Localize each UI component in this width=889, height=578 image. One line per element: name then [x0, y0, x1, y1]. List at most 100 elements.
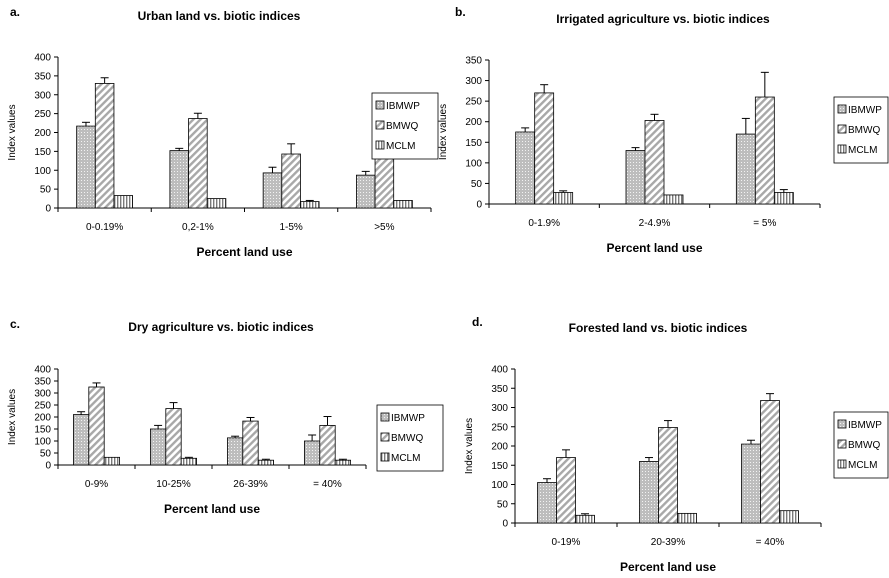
- y-tick-label: 350: [34, 377, 51, 388]
- legend-swatch-ibmwp: [837, 419, 847, 429]
- bar-bmwq: [281, 153, 301, 209]
- bar-bmwq: [754, 96, 775, 205]
- legend-label: BMWQ: [391, 433, 423, 444]
- y-axis-label: Index values: [7, 389, 18, 445]
- legend-label: MCLM: [848, 145, 877, 156]
- bar-ibmwp: [169, 150, 189, 209]
- legend-swatch-bmwq: [837, 439, 847, 449]
- legend-label: MCLM: [391, 453, 420, 464]
- legend-label: MCLM: [848, 460, 877, 471]
- x-tick-label: 0-0.19%: [86, 222, 123, 233]
- legend-swatch-bmwq: [837, 124, 847, 134]
- y-tick-label: 50: [497, 499, 509, 510]
- bar-ibmwp: [355, 174, 376, 209]
- bar-bmwq: [760, 400, 780, 524]
- bar-ibmwp: [73, 414, 90, 466]
- y-tick-label: 300: [491, 403, 508, 414]
- y-tick-label: 300: [34, 90, 51, 101]
- y-tick-label: 350: [34, 71, 51, 82]
- bar-mclm: [113, 195, 133, 209]
- legend-swatch-mclm: [375, 140, 385, 150]
- y-tick-label: 400: [34, 53, 51, 64]
- legend-swatch-mclm: [837, 459, 847, 469]
- x-tick-label: 0,2-1%: [182, 222, 214, 233]
- x-tick-label: 0-9%: [85, 479, 108, 490]
- bar-mclm: [300, 201, 320, 209]
- y-tick-label: 350: [465, 56, 482, 67]
- bar-ibmwp: [76, 125, 96, 209]
- bar-bmwq: [374, 152, 395, 209]
- bar-ibmwp: [149, 428, 167, 466]
- y-tick-label: 250: [34, 109, 51, 120]
- bar-bmwq: [88, 386, 105, 466]
- bar-ibmwp: [262, 172, 283, 209]
- bar-bmwq: [319, 424, 336, 466]
- legend-swatch-ibmwp: [380, 412, 390, 422]
- y-axis-label: Index values: [438, 104, 449, 160]
- x-tick-label: 10-25%: [156, 479, 191, 490]
- legend-swatch-ibmwp: [375, 100, 385, 110]
- y-tick-label: 50: [40, 185, 52, 196]
- y-tick-label: 350: [491, 384, 508, 395]
- x-tick-label: 2-4.9%: [639, 218, 671, 229]
- y-tick-label: 300: [465, 76, 482, 87]
- bar-ibmwp: [226, 437, 244, 466]
- legend-swatch-mclm: [380, 452, 390, 462]
- bar-mclm: [206, 198, 227, 209]
- y-tick-label: 200: [34, 413, 51, 424]
- bar-ibmwp: [741, 443, 761, 524]
- bar-mclm: [553, 192, 574, 205]
- y-tick-label: 400: [491, 365, 508, 376]
- panel-2: b. Irrigated agriculture vs. biotic indic…: [438, 5, 889, 255]
- panel-1: a. Urban land vs. biotic indices 0 50 100 150…: [7, 5, 439, 259]
- bar-ibmwp: [537, 482, 557, 524]
- bar-mclm: [575, 514, 595, 524]
- y-tick-label: 150: [34, 147, 51, 158]
- y-tick-label: 250: [491, 422, 508, 433]
- y-tick-label: 100: [34, 166, 51, 177]
- legend-label: BMWQ: [848, 125, 880, 136]
- x-axis-label: Percent land use: [620, 560, 716, 573]
- panel-label: d.: [472, 315, 483, 329]
- x-tick-label: 0-1.9%: [528, 218, 560, 229]
- y-tick-label: 300: [34, 389, 51, 400]
- bar-ibmwp: [303, 440, 321, 466]
- y-axis-label: Index values: [7, 104, 18, 160]
- x-axis-label: Percent land use: [196, 245, 292, 259]
- bar-bmwq: [556, 457, 576, 524]
- x-axis-label: Percent land use: [606, 241, 702, 255]
- panel-label: c.: [10, 317, 20, 331]
- y-tick-label: 0: [476, 200, 482, 211]
- bar-mclm: [180, 457, 197, 466]
- legend-swatch-mclm: [837, 144, 847, 154]
- legend-label: IBMWP: [848, 420, 882, 431]
- legend-label: IBMWP: [386, 101, 420, 112]
- chart-title: Dry agriculture vs. biotic indices: [128, 320, 314, 334]
- legend: IBMWP BMWQ MCLM: [833, 96, 889, 164]
- x-tick-label: 20-39%: [651, 537, 686, 548]
- y-tick-label: 400: [34, 365, 51, 376]
- bar-mclm: [393, 200, 413, 209]
- x-tick-label: = 40%: [313, 479, 342, 490]
- x-tick-label: 1-5%: [279, 222, 302, 233]
- panel-3: c. Dry agriculture vs. biotic indices0501…: [7, 317, 444, 516]
- legend-swatch-ibmwp: [837, 104, 847, 114]
- bar-bmwq: [188, 118, 208, 209]
- chart-title: Urban land vs. biotic indices: [138, 9, 301, 23]
- bar-bmwq: [242, 420, 259, 466]
- legend-label: IBMWP: [391, 413, 425, 424]
- legend: IBMWP BMWQ MCLM: [371, 92, 439, 160]
- legend-label: MCLM: [386, 141, 415, 152]
- bar-bmwq: [165, 408, 182, 466]
- y-tick-label: 0: [45, 204, 51, 215]
- y-tick-label: 200: [491, 442, 508, 453]
- x-tick-label: 0-19%: [552, 537, 581, 548]
- bar-mclm: [779, 510, 799, 524]
- bar-ibmwp: [625, 150, 646, 205]
- x-tick-label: = 40%: [756, 537, 785, 548]
- legend-label: BMWQ: [848, 440, 880, 451]
- bar-bmwq: [534, 92, 555, 205]
- y-tick-label: 250: [34, 401, 51, 412]
- y-tick-label: 100: [465, 158, 482, 169]
